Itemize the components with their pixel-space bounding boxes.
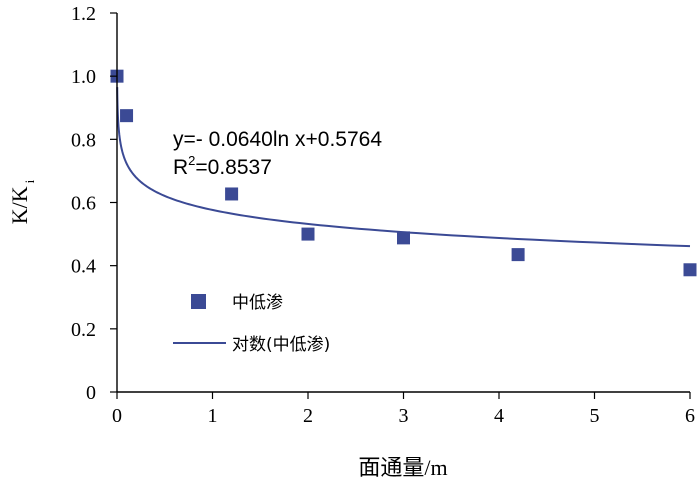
data-point — [397, 231, 410, 245]
y-tick-label: 0.2 — [71, 319, 96, 341]
legend-marker-square — [191, 294, 206, 309]
data-point — [511, 248, 525, 262]
x-tick-label: 0 — [112, 405, 122, 427]
x-tick-label: 5 — [590, 405, 600, 427]
y-tick-label: 1.0 — [71, 66, 96, 88]
data-point — [120, 109, 134, 123]
y-tick-label: 0.8 — [71, 129, 96, 151]
x-tick-label: 1 — [208, 405, 218, 427]
y-tick-label: 0.6 — [71, 193, 96, 215]
data-point — [301, 227, 315, 241]
legend-label-fit: 对数(中低渗) — [232, 335, 330, 355]
x-tick-label: 4 — [494, 405, 504, 427]
x-tick-label: 2 — [303, 405, 313, 427]
chart-marks — [110, 69, 697, 277]
data-point — [225, 187, 239, 201]
y-tick-label: 1.2 — [71, 3, 96, 25]
equation-annotation: y=- 0.0640ln x+0.5764 R2=0.8537 — [173, 128, 382, 179]
r-squared-text: R2=0.8537 — [173, 153, 272, 179]
y-tick-label: 0.4 — [71, 256, 96, 278]
x-tick-label: 6 — [685, 405, 695, 427]
equation-text: y=- 0.0640ln x+0.5764 — [173, 128, 382, 151]
y-axis-label: K/Ki — [7, 179, 37, 224]
x-tick-label: 3 — [399, 405, 409, 427]
trendline-log-fit — [116, 87, 691, 248]
data-point — [683, 263, 697, 277]
axis-ticks: 0 1 2 3 4 5 6 0 0.2 0.4 0.6 0.8 1.0 1.2 — [71, 3, 695, 427]
legend-label-scatter: 中低渗 — [232, 293, 283, 313]
legend: 中低渗 对数(中低渗) — [173, 293, 330, 355]
y-tick-label: 0 — [86, 382, 96, 404]
x-axis-label: 面通量/m — [358, 455, 447, 480]
